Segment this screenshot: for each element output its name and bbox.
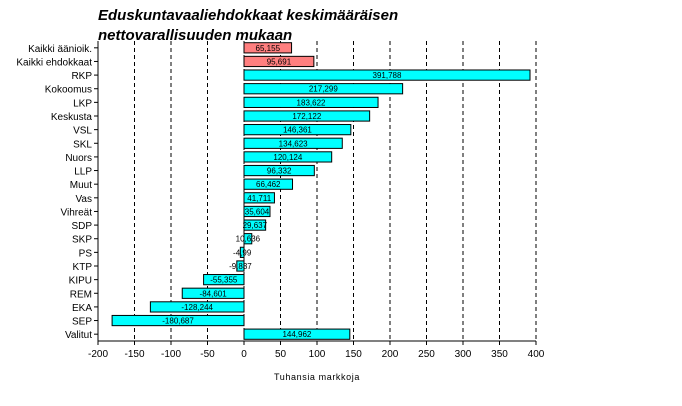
bar-series: 65,155 95,691 391,788 217,299 183,622 172,122…	[111, 42, 531, 340]
x-tick-label: -50	[200, 349, 215, 360]
bar	[111, 314, 245, 327]
category-label: Muut	[70, 180, 92, 191]
bar	[243, 69, 531, 81]
bar	[236, 260, 245, 272]
category-label: SEP	[72, 317, 92, 328]
bar-value-label: 65,155	[256, 44, 281, 53]
bar	[243, 42, 293, 54]
category-label: LLP	[74, 167, 92, 178]
bar-value-label: -180,687	[162, 317, 194, 326]
bar	[243, 137, 343, 149]
x-tick-labels: -200 -150 -100 -50 0 50 100 150 200 250 300 350 400	[88, 341, 545, 360]
bar-value-label: 146,361	[283, 126, 312, 135]
category-label: Vas	[76, 194, 93, 205]
category-label: Kaikki ehdokkaat	[16, 57, 92, 68]
bar-value-label: -84,601	[200, 289, 228, 298]
category-label: Vihreät	[60, 207, 92, 218]
bar	[243, 233, 253, 245]
bar	[243, 164, 315, 177]
bar	[243, 151, 333, 163]
category-label: KTP	[73, 262, 93, 273]
bar-value-label: 41,711	[247, 194, 271, 203]
bar-value-label: -9,837	[229, 262, 252, 271]
category-label: Valitut	[65, 330, 92, 341]
bar-value-label: -128,244	[181, 303, 213, 312]
x-tick-label: 300	[455, 349, 472, 360]
bar	[203, 274, 245, 286]
x-tick-label: 50	[275, 349, 287, 360]
bar-value-label: 96,332	[267, 167, 292, 176]
chart-title-line-1: Eduskuntavaaliehdokkaat keskimääräisen	[98, 7, 398, 24]
x-tick-label: 250	[418, 349, 435, 360]
bar	[243, 110, 371, 122]
bar-value-label: 217,299	[309, 85, 338, 94]
bar-value-label: -55,355	[210, 276, 238, 285]
category-label: KIPU	[69, 276, 92, 287]
bar-value-label: 35,604	[245, 207, 270, 216]
category-label: SKL	[73, 139, 92, 150]
bar	[243, 55, 315, 68]
bar-value-label: 120,124	[273, 153, 302, 162]
category-label: SKP	[72, 235, 92, 246]
category-label: RKP	[71, 71, 92, 82]
bar	[181, 287, 245, 299]
category-label: REM	[70, 289, 92, 300]
bar-value-label: 29,637	[243, 221, 268, 230]
bar-value-label: 10,636	[236, 235, 261, 244]
category-label: VSL	[73, 126, 92, 137]
bar-value-label: 144,962	[282, 330, 311, 339]
bar	[239, 246, 245, 258]
bar	[243, 96, 379, 108]
bar	[243, 219, 267, 231]
x-tick-label: 350	[491, 349, 508, 360]
category-labels: Kaikki äänioik. Kaikki ehdokkaat RKP Kokoom…	[16, 44, 98, 341]
category-label: LKP	[73, 98, 92, 109]
bar	[243, 124, 352, 136]
chart-title-line-2: nettovarallisuuden mukaan	[98, 27, 292, 44]
bar-value-label: 183,622	[297, 98, 326, 107]
bar	[243, 205, 271, 218]
bar-value-label: 95,691	[267, 57, 292, 66]
category-label: Kaikki äänioik.	[28, 44, 92, 55]
bar-value-label: 134,623	[279, 139, 308, 148]
bar-value-label: 66,462	[256, 180, 281, 189]
bar-value-label: 391,788	[373, 71, 402, 80]
x-tick-label: -200	[88, 349, 108, 360]
x-axis-title: Tuhansia markkoja	[274, 372, 360, 382]
bar	[243, 178, 294, 190]
category-label: Nuors	[65, 153, 92, 164]
x-tick-label: 150	[345, 349, 362, 360]
x-tick-label: 100	[309, 349, 326, 360]
bar	[243, 192, 275, 204]
bar	[243, 328, 351, 340]
bar-value-label: 172,122	[292, 112, 321, 121]
x-tick-label: 400	[528, 349, 545, 360]
bar	[243, 83, 404, 95]
x-tick-label: 200	[382, 349, 399, 360]
x-tick-label: -100	[161, 349, 181, 360]
category-label: Kokoomus	[45, 85, 92, 96]
x-tick-label: 0	[241, 349, 247, 360]
x-tick-label: -150	[124, 349, 144, 360]
category-label: PS	[79, 248, 93, 259]
category-label: EKA	[72, 303, 92, 314]
bar-value-label: -4,99	[233, 248, 252, 257]
category-label: Keskusta	[51, 112, 93, 123]
bar	[149, 301, 245, 313]
category-label: SDP	[71, 221, 92, 232]
